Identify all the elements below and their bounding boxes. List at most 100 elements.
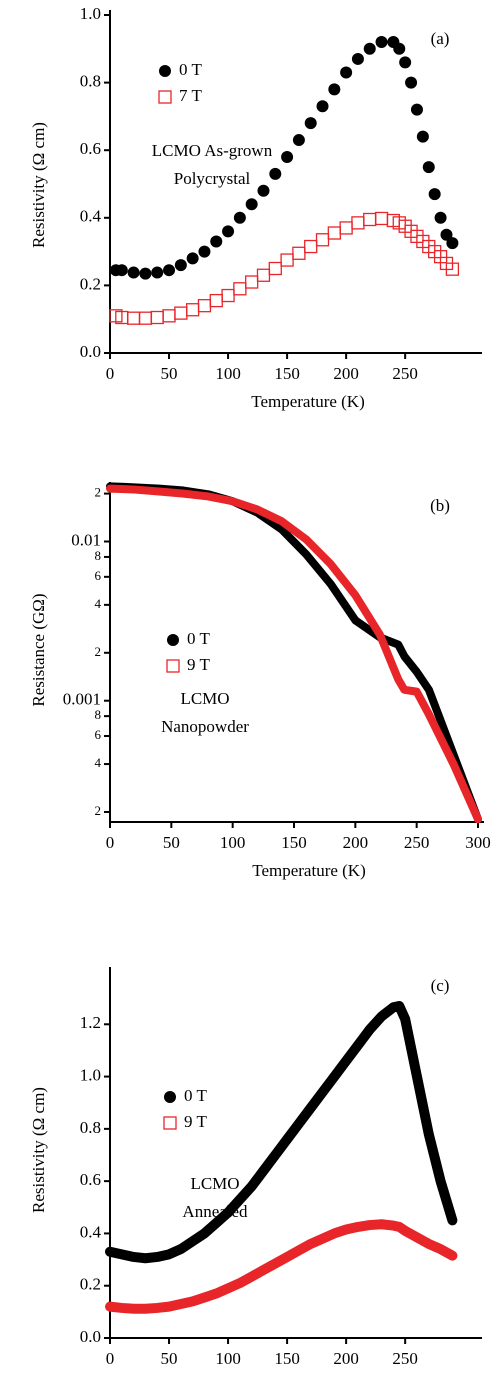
legend-label: 9 T <box>187 655 210 674</box>
marker <box>375 36 388 49</box>
data-line <box>105 1219 458 1314</box>
marker <box>292 134 305 147</box>
y-tick-label: 0.6 <box>80 139 101 158</box>
data-line <box>106 482 482 824</box>
legend-symbol <box>159 65 171 77</box>
y-tick-label: 1.0 <box>80 1065 101 1084</box>
marker <box>268 261 282 276</box>
y-tick-label: 0.8 <box>80 1118 101 1137</box>
marker <box>151 266 164 279</box>
y-tick-label: 0.4 <box>80 1222 102 1241</box>
legend-label: 0 T <box>184 1086 207 1105</box>
y-tick-label: 0.0 <box>80 1327 101 1346</box>
annotation: LCMO <box>180 689 229 708</box>
y-tick-label: 0.01 <box>71 530 101 549</box>
annotation: Polycrystal <box>174 169 251 188</box>
y-tick-label: 0.2 <box>80 274 101 293</box>
y-tick-label: 6 <box>95 568 102 583</box>
x-tick-label: 200 <box>333 364 359 383</box>
marker <box>328 83 341 96</box>
x-tick-label: 50 <box>163 833 180 852</box>
marker <box>428 188 441 201</box>
x-tick-label: 0 <box>106 364 115 383</box>
marker <box>150 310 164 325</box>
annotation: LCMO <box>190 1174 239 1193</box>
x-tick-label: 50 <box>161 1349 178 1368</box>
marker <box>115 264 128 277</box>
y-tick-label: 0.2 <box>80 1275 101 1294</box>
y-tick-label: 4 <box>95 596 102 611</box>
marker <box>280 253 294 267</box>
marker <box>126 311 141 325</box>
marker <box>440 228 453 241</box>
marker <box>363 42 376 55</box>
y-tick-label: 2 <box>95 803 102 818</box>
y-tick-label: 0.8 <box>80 72 101 91</box>
marker <box>422 161 435 174</box>
marker <box>416 130 429 143</box>
y-tick-label: 8 <box>95 548 102 563</box>
marker <box>233 211 246 224</box>
marker <box>351 52 364 65</box>
x-tick-label: 100 <box>215 1349 241 1368</box>
marker <box>210 235 223 248</box>
marker <box>304 239 318 254</box>
y-tick-label: 2 <box>95 644 102 659</box>
y-tick-label: 1.0 <box>80 4 101 23</box>
panel-label: (c) <box>431 976 450 995</box>
y-tick-label: 6 <box>95 727 102 742</box>
annotation: Nanopowder <box>161 717 249 736</box>
marker <box>163 264 176 277</box>
y-tick-label: 0.0 <box>80 342 101 361</box>
x-tick-label: 200 <box>333 1349 359 1368</box>
marker <box>281 150 294 163</box>
x-tick-label: 50 <box>161 364 178 383</box>
marker <box>292 246 306 260</box>
y-tick-label: 0.6 <box>80 1170 101 1189</box>
legend-label: 9 T <box>184 1112 207 1131</box>
marker <box>221 288 235 303</box>
legend-label: 7 T <box>179 86 202 105</box>
marker <box>315 233 330 247</box>
x-tick-label: 150 <box>281 833 307 852</box>
marker <box>405 76 418 89</box>
x-tick-label: 0 <box>106 1349 115 1368</box>
marker <box>127 266 140 279</box>
marker <box>138 311 153 325</box>
marker <box>245 275 259 289</box>
annotation: LCMO As-grown <box>152 141 273 160</box>
marker <box>162 309 176 323</box>
marker <box>351 216 365 230</box>
marker <box>399 56 412 69</box>
x-tick-label: 100 <box>220 833 246 852</box>
marker <box>257 184 270 197</box>
marker <box>445 262 460 276</box>
marker <box>185 303 200 317</box>
marker <box>174 259 187 272</box>
marker <box>340 66 353 79</box>
y-tick-label: 4 <box>95 755 102 770</box>
x-axis-title: Temperature (K) <box>252 861 366 880</box>
data-line <box>105 1000 458 1264</box>
data-line <box>106 484 482 824</box>
marker <box>174 306 188 320</box>
legend-symbol <box>166 659 180 673</box>
x-tick-label: 100 <box>215 364 241 383</box>
x-tick-label: 0 <box>106 833 115 852</box>
marker <box>446 237 459 250</box>
x-tick-label: 250 <box>392 364 418 383</box>
x-axis-title: Temperature (K) <box>251 392 365 411</box>
marker <box>269 167 282 180</box>
legend-label: 0 T <box>187 629 210 648</box>
y-tick-label: 0.4 <box>80 207 102 226</box>
x-tick-label: 150 <box>274 1349 300 1368</box>
marker <box>327 226 341 240</box>
marker <box>186 252 199 265</box>
x-tick-label: 300 <box>465 833 491 852</box>
marker <box>363 212 377 227</box>
legend-label: 0 T <box>179 60 202 79</box>
marker <box>233 282 247 296</box>
legend-symbol <box>163 1116 177 1130</box>
marker <box>374 211 389 226</box>
